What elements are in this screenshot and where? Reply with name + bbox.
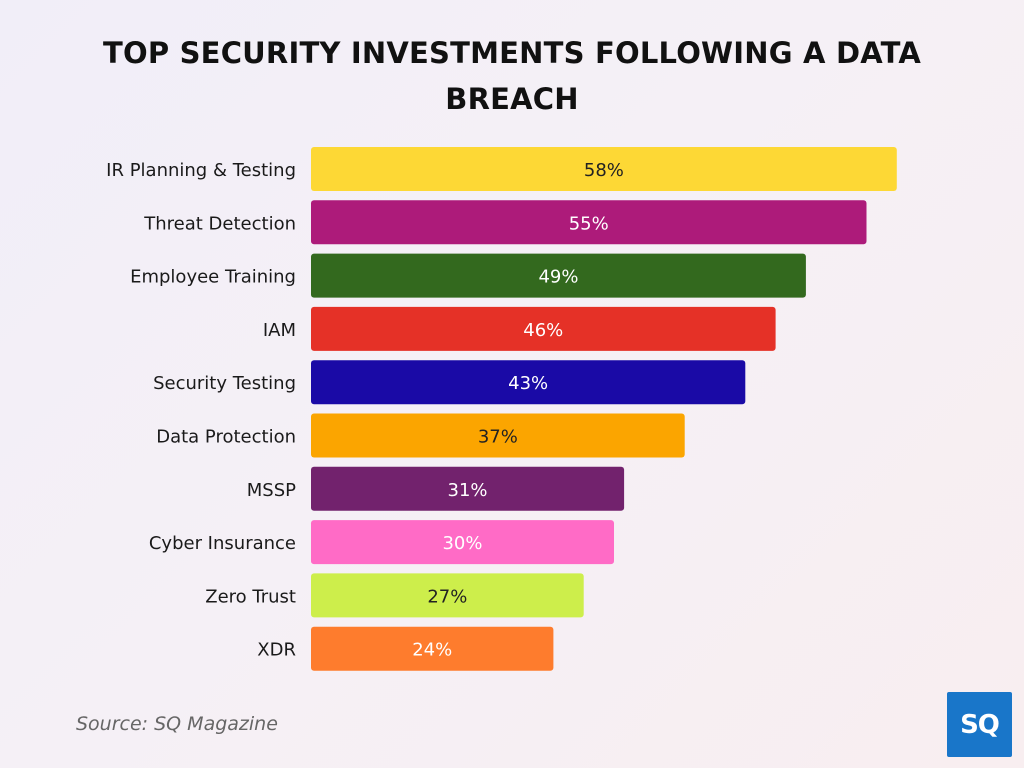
- data-label-cyber-insurance: 30%: [442, 533, 482, 554]
- category-label-threat-detection: Threat Detection: [143, 213, 296, 234]
- data-label-iam: 46%: [523, 320, 563, 341]
- bar-security-testing: [311, 360, 746, 405]
- bar-zero-trust: [311, 573, 584, 618]
- data-label-zero-trust: 27%: [427, 586, 467, 607]
- category-label-iam: IAM: [263, 320, 296, 341]
- data-label-threat-detection: 55%: [569, 213, 609, 234]
- category-label-mssp: MSSP: [247, 480, 296, 501]
- bar-data-protection: [311, 413, 685, 458]
- bar-employee-training: [311, 253, 806, 298]
- bar-xdr: [311, 626, 554, 671]
- bar-mssp: [311, 466, 625, 511]
- data-label-data-protection: 37%: [478, 427, 518, 448]
- bar-ir-planning-testing: [311, 147, 897, 191]
- category-label-ir-planning-testing: IR Planning & Testing: [106, 160, 296, 181]
- category-label-xdr: XDR: [257, 640, 296, 661]
- sq-magazine-logo: SQ: [947, 692, 1012, 757]
- data-label-security-testing: 43%: [508, 373, 548, 394]
- bar-iam: [311, 306, 776, 351]
- category-label-zero-trust: Zero Trust: [205, 586, 296, 607]
- bar-cyber-insurance: [311, 520, 614, 565]
- data-label-mssp: 31%: [448, 480, 488, 501]
- source-note: Source: SQ Magazine: [76, 713, 278, 735]
- bar-threat-detection: [311, 200, 867, 245]
- category-label-cyber-insurance: Cyber Insurance: [149, 533, 296, 554]
- category-label-employee-training: Employee Training: [130, 267, 296, 288]
- category-label-data-protection: Data Protection: [156, 427, 296, 448]
- data-label-ir-planning-testing: 58%: [584, 160, 624, 181]
- data-label-employee-training: 49%: [538, 267, 578, 288]
- data-label-xdr: 24%: [412, 640, 452, 661]
- chart-title: TOP SECURITY INVESTMENTS FOLLOWING A DAT…: [103, 36, 921, 116]
- category-label-security-testing: Security Testing: [153, 373, 296, 394]
